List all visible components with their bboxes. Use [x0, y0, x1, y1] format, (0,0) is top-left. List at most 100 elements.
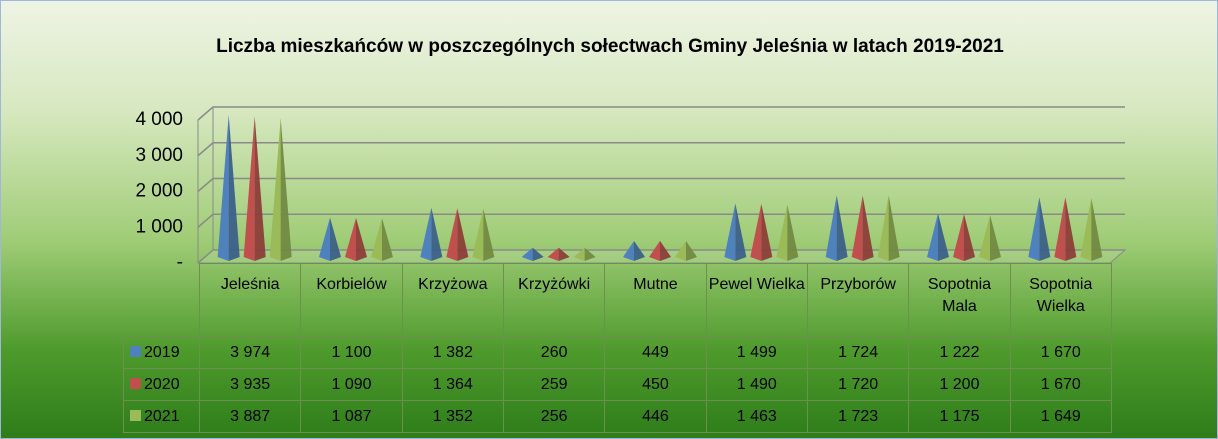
pyramid-face: [1065, 197, 1077, 261]
pyramid-face: [521, 247, 533, 261]
chart-title: Liczba mieszkańców w poszczególnych sołe…: [216, 36, 1004, 57]
table-value: 1 364: [401, 368, 504, 401]
table-value: 1 649: [1009, 400, 1112, 433]
table-value: 1 382: [401, 336, 504, 369]
pyramid-face: [851, 195, 863, 261]
pyramid-face: [217, 114, 229, 261]
grid-line-segment: [197, 213, 1125, 228]
x-tick-label: Przyborów: [806, 263, 910, 337]
pyramid-shade: [228, 114, 240, 261]
grid-line: [197, 142, 1125, 157]
pyramid-shade: [735, 203, 747, 261]
y-tick-label: -: [177, 252, 183, 273]
legend-label: 2020: [144, 375, 180, 393]
table-row: 2020 3 935 1 090 1 364 259 450 1 490 1 720 1 200…: [123, 368, 1112, 401]
pyramid: [345, 218, 367, 261]
x-tick-label: Mutne: [604, 263, 707, 337]
pyramid-face: [735, 203, 747, 261]
pyramid: [1028, 197, 1051, 261]
pyramid: [776, 204, 799, 261]
table-value: 450: [604, 368, 707, 401]
pyramid-shade: [280, 118, 292, 261]
pyramid-shade: [1065, 197, 1077, 261]
pyramid-face: [420, 207, 432, 261]
pyramid-face: [938, 213, 949, 261]
pyramid-shade: [254, 116, 266, 261]
pyramid-face: [979, 214, 990, 261]
pyramid-face: [382, 218, 393, 261]
pyramid: [269, 118, 292, 261]
grid-line: [197, 106, 1125, 121]
x-tick-label: Korbielów: [300, 263, 403, 337]
pyramid: [675, 241, 697, 261]
pyramid-shade: [660, 240, 671, 261]
pyramid: [547, 247, 570, 261]
pyramid-face: [584, 247, 596, 261]
pyramid: [1080, 198, 1103, 261]
pyramid-face: [472, 208, 484, 261]
pyramid-shade: [964, 214, 975, 261]
pyramid-shade: [634, 240, 645, 261]
pyramid-face: [371, 218, 382, 261]
pyramid: [953, 214, 975, 261]
pyramid: [825, 195, 848, 261]
table-value: 1 087: [300, 400, 403, 433]
table-value: 1 090: [300, 368, 403, 401]
table-value: 1 222: [908, 336, 1011, 369]
pyramid-face: [356, 218, 367, 261]
pyramid-shade: [1039, 197, 1051, 261]
x-tick-label: Sopotnia Mala: [908, 263, 1011, 337]
pyramid: [243, 116, 266, 261]
pyramid-face: [319, 217, 330, 261]
table-value: 1 724: [806, 336, 910, 369]
legend-swatch: [130, 377, 141, 389]
legend-entry: 2020: [123, 368, 200, 401]
grid-line-segment: [197, 177, 1125, 193]
pyramid-shade: [431, 207, 443, 261]
table-header-row: Jeleśnia Korbielów Krzyżowa Krzyżówki Mutne P…: [124, 263, 1112, 337]
grid-line: [197, 249, 1125, 264]
grid-line-segment: [197, 142, 1125, 157]
table-value: 1 499: [705, 336, 808, 369]
table-value: 1 670: [1009, 336, 1112, 369]
pyramid-face: [724, 203, 736, 261]
pyramid-face: [953, 214, 964, 261]
pyramid-face: [1080, 198, 1092, 261]
x-tick-label: Pewel Wielka: [705, 263, 808, 337]
pyramid-face: [547, 247, 559, 261]
pyramid-shade: [483, 208, 495, 261]
pyramid: [1054, 197, 1077, 261]
pyramid: [649, 240, 671, 261]
y-tick-label: 1 000: [135, 216, 183, 237]
x-tick-label: Jeleśnia: [198, 263, 302, 337]
legend-swatch: [130, 409, 141, 421]
pyramid-face: [634, 240, 645, 261]
pyramid-shade: [382, 218, 393, 261]
pyramid-face: [675, 241, 686, 261]
legend-entry: 2019: [123, 336, 200, 369]
y-tick-label: 3 000: [135, 145, 183, 166]
data-table: Jeleśnia Korbielów Krzyżowa Krzyżówki Mutne P…: [123, 263, 1112, 433]
legend-label: 2019: [144, 343, 180, 361]
table-value: 446: [604, 400, 707, 433]
pyramid-face: [243, 116, 255, 261]
pyramid-shade: [938, 213, 949, 261]
pyramid: [371, 218, 393, 261]
pyramid-face: [776, 204, 788, 261]
pyramid: [446, 208, 469, 261]
table-value: 3 935: [198, 368, 302, 401]
y-tick-label: 2 000: [135, 181, 183, 202]
pyramid-shade: [330, 217, 341, 261]
pyramid-face: [990, 214, 1001, 261]
x-tick-label: Krzyżówki: [502, 263, 606, 337]
y-tick-label: 4 000: [135, 109, 183, 130]
table-value: 449: [604, 336, 707, 369]
pyramid: [420, 207, 443, 261]
table-value: 3 974: [198, 336, 302, 369]
pyramid: [750, 203, 773, 261]
pyramid-face: [686, 241, 697, 261]
table-row: 2021 3 887 1 087 1 352 256 446 1 463 1 723 1 175…: [123, 400, 1112, 433]
pyramid-shade: [761, 203, 773, 261]
table-row: 2019 3 974 1 100 1 382 260 449 1 499 1 724 1 222…: [123, 336, 1112, 369]
pyramid-face: [787, 204, 799, 261]
